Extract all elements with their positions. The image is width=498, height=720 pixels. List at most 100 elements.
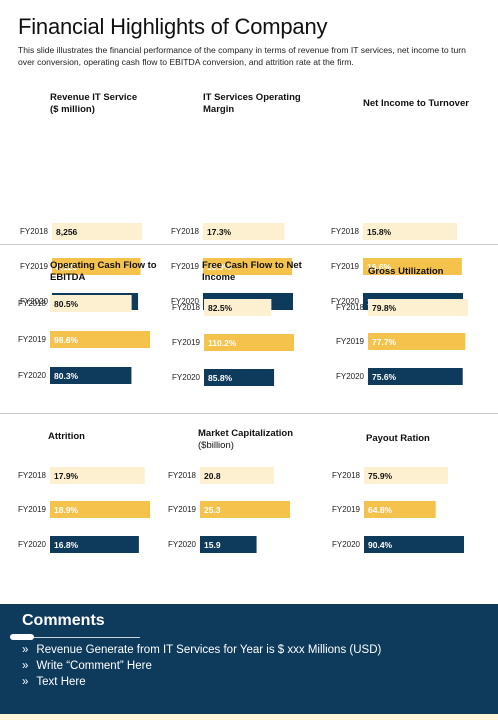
data-label: 110.2%	[208, 338, 237, 348]
chart-title: Revenue IT Service ($ million)	[50, 92, 170, 116]
chart-svg: FY2018 82.5% FY2019 110.2% FY2020 85.8%	[172, 299, 294, 386]
bar-fy2019	[200, 501, 290, 518]
data-label: 8,120	[56, 262, 78, 272]
data-label: 77.7%	[372, 337, 397, 347]
category-label: FY2018	[332, 471, 361, 480]
data-label: 17.9%	[54, 471, 79, 481]
category-label: FY2020	[20, 297, 49, 306]
bar-fy2018	[204, 299, 272, 316]
chart-title: IT Services Operating Margin	[203, 92, 323, 116]
data-label: 15.8%	[367, 227, 392, 237]
chart-title-text: Gross Utilization	[368, 266, 444, 277]
chart-title-text: Payout Ration	[366, 433, 430, 444]
category-label: FY2020	[171, 297, 200, 306]
bar-fy2019	[368, 333, 466, 350]
comment-item: Text Here	[22, 674, 381, 690]
chart-title: Attrition	[48, 431, 168, 443]
chart-title-text: Market Capitalization	[198, 428, 294, 439]
category-label: FY2020	[168, 540, 197, 549]
data-label: 75.9%	[368, 471, 393, 481]
category-label: FY2018	[168, 471, 197, 480]
bar-fy2018	[200, 467, 274, 484]
chart-8: Payout Ration FY2018 75.9% FY2019 64.8% FY202…	[328, 433, 488, 593]
bar-fy2020	[364, 536, 464, 553]
bar-fy2018	[50, 295, 132, 312]
data-label: 98.6%	[54, 335, 79, 345]
row-divider	[0, 244, 498, 245]
chart-title: Free Cash Flow to Net Income	[202, 260, 322, 284]
comments-panel: Comments Revenue Generate from IT Servic…	[0, 604, 498, 714]
row-divider	[0, 413, 498, 414]
category-label: FY2018	[331, 227, 360, 236]
bar-fy2020	[50, 367, 132, 384]
comments-list: Revenue Generate from IT Services for Ye…	[22, 642, 381, 690]
chart-6: Attrition FY2018 17.9% FY2019 18.9% FY2020 16.…	[10, 431, 170, 591]
bar-fy2019	[204, 334, 294, 351]
chart-subtitle: ($ million)	[50, 104, 95, 115]
category-label: FY2020	[172, 373, 201, 382]
category-label: FY2018	[18, 471, 47, 480]
page-subtitle: This slide illustrates the financial per…	[18, 45, 466, 67]
chart-title-text: IT Services Operating Margin	[203, 92, 301, 115]
category-label: FY2020	[331, 297, 360, 306]
data-label: 17.3%	[207, 227, 232, 237]
chart-1: IT Services Operating Margin FY2018 17.3% F…	[165, 92, 325, 310]
bar-fy2019	[364, 501, 436, 518]
bar-fy2018	[203, 223, 285, 240]
bar-fy2018	[363, 223, 458, 240]
bar-fy2018	[50, 467, 145, 484]
category-label: FY2018	[20, 227, 49, 236]
category-label: FY2018	[172, 303, 201, 312]
data-label: 18.9%	[207, 262, 232, 272]
category-label: FY2019	[331, 262, 360, 271]
bar-fy2019	[50, 501, 150, 518]
page-title: Financial Highlights of Company	[18, 14, 328, 39]
category-label: FY2019	[171, 262, 200, 271]
bar-fy2019	[50, 331, 150, 348]
data-label: 79.8%	[372, 303, 397, 313]
chart-title: Operating Cash Flow to EBITDA	[50, 260, 162, 284]
chart-svg: FY2018 79.8% FY2019 77.7% FY2020 75.6%	[336, 299, 468, 385]
data-label: 16.8%	[54, 540, 79, 550]
bar-fy2020	[368, 368, 463, 385]
chart-title: Payout Ration	[366, 433, 486, 445]
data-label: 82.5%	[208, 303, 233, 313]
chart-svg: FY2018 17.9% FY2019 18.9% FY2020 16.8%	[18, 467, 150, 553]
data-label: 64.8%	[368, 505, 393, 515]
data-label: 8,256	[56, 227, 78, 237]
bar-fy2019	[363, 258, 462, 275]
category-label: FY2019	[20, 262, 49, 271]
data-label: 90.4%	[368, 540, 393, 550]
category-label: FY2019	[168, 505, 197, 514]
chart-title: Market Capitalization ($billion)	[198, 428, 318, 452]
category-label: FY2020	[18, 371, 47, 380]
comment-item: Revenue Generate from IT Services for Ye…	[22, 642, 381, 658]
chart-title-text: Revenue IT Service	[50, 92, 138, 103]
category-label: FY2019	[332, 505, 361, 514]
bar-fy2018	[52, 223, 142, 240]
bar-fy2019	[52, 258, 141, 275]
chart-svg: FY2018 75.9% FY2019 64.8% FY2020 90.4%	[332, 467, 464, 553]
chart-7: Market Capitalization ($billion) FY2018 20.…	[162, 428, 322, 588]
chart-2: Net Income to Turnover FY2018 15.8% FY2019 1…	[327, 98, 487, 310]
data-label: 75.6%	[372, 372, 397, 382]
data-label: 15.9	[204, 540, 221, 550]
chart-title: Net Income to Turnover	[363, 98, 483, 110]
category-label: FY2020	[332, 540, 361, 549]
data-label: 85.8%	[208, 373, 233, 383]
bottom-strip	[0, 714, 498, 720]
comments-underline	[22, 637, 140, 638]
bar-fy2019	[203, 258, 293, 275]
data-label: 20.8	[204, 471, 221, 481]
chart-title-text: Net Income to Turnover	[363, 98, 469, 109]
category-label: FY2018	[18, 299, 47, 308]
category-label: FY2019	[18, 335, 47, 344]
category-label: FY2019	[172, 338, 201, 347]
data-label: 16.6%	[367, 262, 392, 272]
bar-fy2018	[368, 299, 468, 316]
data-label: 25.3	[204, 505, 221, 515]
category-label: FY2018	[171, 227, 200, 236]
